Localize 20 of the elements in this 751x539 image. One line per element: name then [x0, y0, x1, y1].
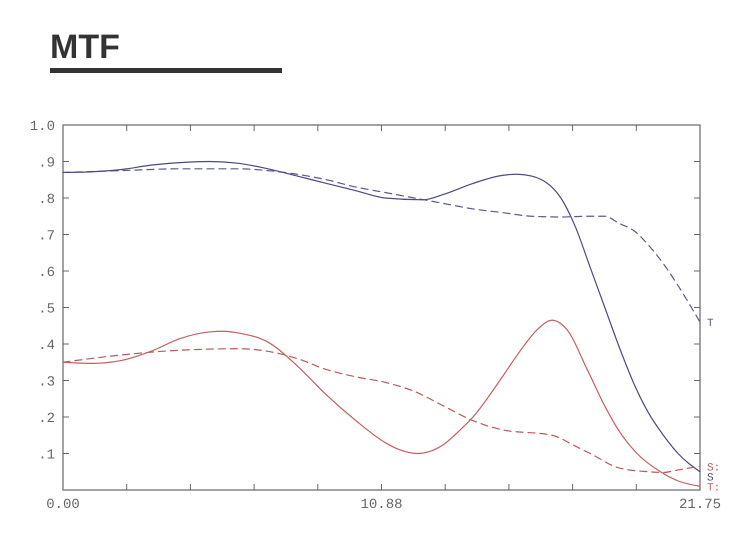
line-series — [62, 160, 701, 472]
series-label: T — [707, 318, 714, 330]
series-label: T: — [707, 482, 720, 494]
y-tick-label: 1.0 — [30, 119, 55, 135]
x-tick-label: 10.88 — [360, 497, 403, 513]
y-tick-label: .9 — [38, 156, 55, 172]
series-label: S — [707, 472, 714, 484]
y-tick-label: .1 — [38, 448, 55, 464]
series-label: S: — [707, 462, 720, 474]
y-tick-label: .3 — [38, 374, 55, 390]
line-series — [62, 320, 701, 487]
y-tick-label: .2 — [38, 411, 55, 427]
x-tick-label: 0.00 — [46, 497, 80, 513]
y-tick-label: .8 — [38, 192, 55, 208]
y-tick-label: .5 — [38, 302, 55, 318]
chart-title: MTF — [50, 28, 120, 66]
y-tick-label: .7 — [38, 228, 55, 244]
x-tick-label: 21.75 — [678, 497, 722, 513]
y-tick-label: .6 — [38, 265, 55, 281]
y-tick-label: .4 — [38, 338, 55, 354]
